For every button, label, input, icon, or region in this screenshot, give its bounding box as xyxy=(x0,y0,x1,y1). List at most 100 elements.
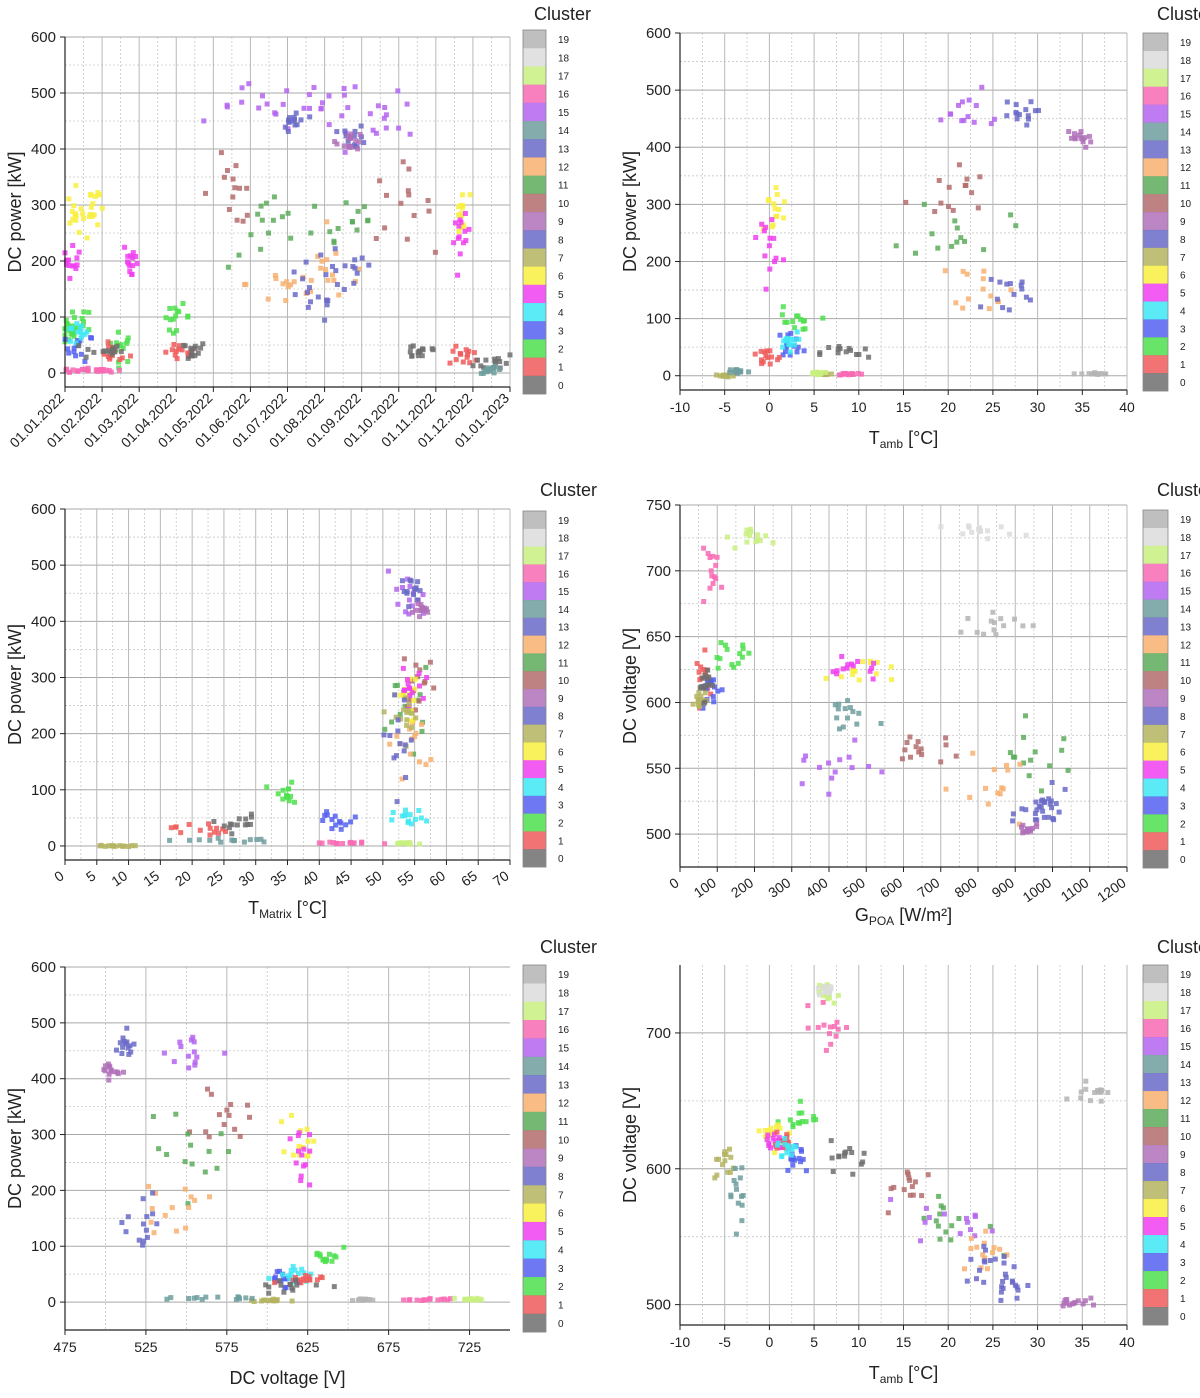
data-point-cluster-0 xyxy=(102,348,108,354)
data-point-cluster-4 xyxy=(390,810,396,815)
data-point-cluster-18 xyxy=(985,536,991,542)
data-point-cluster-5 xyxy=(298,1178,304,1183)
data-point-cluster-1 xyxy=(767,348,773,354)
data-point-cluster-6 xyxy=(889,677,894,683)
data-point-cluster-10 xyxy=(244,212,250,218)
data-point-cluster-9 xyxy=(102,1063,108,1069)
data-point-cluster-6 xyxy=(99,205,105,211)
y-tick-label: 0 xyxy=(48,838,56,855)
data-point-cluster-16 xyxy=(827,1024,833,1030)
data-point-cluster-8 xyxy=(358,123,364,129)
data-point-cluster-16 xyxy=(382,841,388,847)
data-point-cluster-2 xyxy=(799,1119,805,1124)
data-point-cluster-2 xyxy=(718,640,724,646)
legend-swatch-11 xyxy=(523,653,546,672)
data-point-cluster-13 xyxy=(332,246,338,252)
x-tick-label: 50 xyxy=(363,867,385,889)
data-point-cluster-7 xyxy=(694,693,700,699)
data-point-cluster-3 xyxy=(71,349,77,355)
data-point-cluster-2 xyxy=(185,313,191,319)
data-point-cluster-12 xyxy=(399,776,405,782)
legend-swatch-7 xyxy=(523,1185,546,1204)
data-point-cluster-10 xyxy=(422,679,428,685)
data-point-cluster-2 xyxy=(317,1251,323,1257)
data-point-cluster-5 xyxy=(76,249,82,255)
data-point-cluster-11 xyxy=(940,1205,946,1211)
data-point-cluster-17 xyxy=(462,1296,468,1302)
data-point-cluster-17 xyxy=(817,982,822,988)
legend-label: 1 xyxy=(558,363,564,374)
data-point-cluster-13 xyxy=(1046,814,1052,820)
data-point-cluster-15 xyxy=(341,86,347,91)
data-point-cluster-10 xyxy=(902,747,908,753)
data-point-cluster-3 xyxy=(338,826,344,832)
legend-swatch-9 xyxy=(523,1148,546,1168)
data-point-cluster-18 xyxy=(816,992,822,998)
data-point-cluster-11 xyxy=(954,225,960,231)
data-point-cluster-3 xyxy=(73,353,79,359)
data-point-cluster-15 xyxy=(383,125,389,131)
data-point-cluster-19 xyxy=(1087,1098,1093,1104)
data-point-cluster-14 xyxy=(727,367,733,373)
data-point-cluster-10 xyxy=(415,674,420,680)
data-point-cluster-2 xyxy=(118,342,124,348)
data-point-cluster-16 xyxy=(117,367,122,373)
data-point-cluster-10 xyxy=(413,707,418,713)
legend-swatch-6 xyxy=(523,1203,546,1223)
x-tick-label: -10 xyxy=(670,1334,690,1350)
data-point-cluster-16 xyxy=(833,1033,839,1039)
data-point-cluster-11 xyxy=(933,1218,939,1224)
data-point-cluster-15 xyxy=(318,105,324,111)
data-point-cluster-10 xyxy=(918,746,924,752)
legend-label: 1 xyxy=(1180,1294,1186,1305)
legend-swatch-16 xyxy=(1143,563,1168,582)
data-point-cluster-0 xyxy=(846,345,852,351)
data-point-cluster-0 xyxy=(710,682,716,688)
data-point-cluster-3 xyxy=(711,699,717,705)
data-point-cluster-3 xyxy=(785,332,791,338)
data-point-cluster-13 xyxy=(981,1258,987,1264)
legend-label: 8 xyxy=(1180,712,1186,723)
data-point-cluster-0 xyxy=(419,353,425,359)
data-point-cluster-17 xyxy=(814,369,819,375)
data-point-cluster-4 xyxy=(409,821,415,827)
data-point-cluster-4 xyxy=(791,337,797,343)
data-point-cluster-2 xyxy=(326,1251,332,1257)
legend-frame xyxy=(1142,32,1169,392)
data-point-cluster-11 xyxy=(288,235,294,241)
data-point-cluster-11 xyxy=(164,1152,170,1157)
data-point-cluster-6 xyxy=(772,206,778,212)
data-point-cluster-9 xyxy=(419,604,425,610)
legend-swatch-17 xyxy=(523,1001,546,1021)
data-point-cluster-0 xyxy=(836,1153,842,1159)
data-point-cluster-2 xyxy=(170,316,176,322)
data-point-cluster-11 xyxy=(343,200,349,206)
data-point-cluster-13 xyxy=(1038,804,1044,810)
data-point-cluster-0 xyxy=(866,354,872,360)
data-point-cluster-14 xyxy=(737,1175,743,1181)
data-point-cluster-6 xyxy=(70,216,76,222)
data-point-cluster-4 xyxy=(784,338,790,343)
data-point-cluster-8 xyxy=(1036,108,1041,113)
data-point-cluster-10 xyxy=(943,742,949,748)
data-point-cluster-19 xyxy=(1071,371,1077,377)
data-point-cluster-1 xyxy=(764,348,770,354)
data-point-cluster-7 xyxy=(110,843,116,849)
legend-swatch-19 xyxy=(1143,510,1168,529)
data-point-cluster-2 xyxy=(787,1117,793,1123)
data-point-cluster-1 xyxy=(467,360,473,366)
data-point-cluster-16 xyxy=(441,1296,447,1302)
data-point-cluster-15 xyxy=(177,1039,183,1045)
data-point-cluster-14 xyxy=(845,698,851,704)
data-point-cluster-6 xyxy=(776,207,782,212)
data-point-cluster-1 xyxy=(450,348,456,354)
data-point-cluster-8 xyxy=(293,110,299,116)
data-point-cluster-14 xyxy=(485,365,491,371)
legend-title: Cluster xyxy=(1157,937,1200,957)
data-point-cluster-8 xyxy=(1040,797,1046,803)
data-point-cluster-13 xyxy=(974,1276,979,1282)
data-point-cluster-15 xyxy=(964,1219,970,1225)
data-point-cluster-1 xyxy=(174,356,180,362)
x-tick-label: 40 xyxy=(1119,1334,1135,1350)
legend-label: 9 xyxy=(1180,1150,1186,1161)
